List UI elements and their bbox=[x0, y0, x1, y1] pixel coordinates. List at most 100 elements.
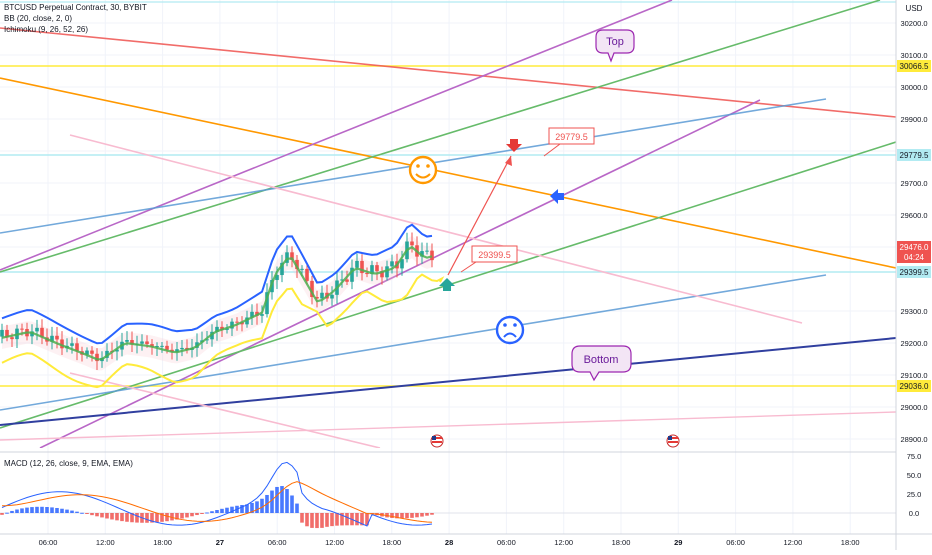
ichimoku-indicator-legend[interactable]: Ichimoku (9, 26, 52, 26) bbox=[4, 25, 89, 34]
callout-29779[interactable]: 29779.5 bbox=[543, 127, 595, 157]
macd-bar bbox=[175, 513, 179, 520]
macd-bar bbox=[105, 513, 109, 519]
time-tick-label: 06:00 bbox=[39, 538, 58, 547]
arrow-up-marker[interactable] bbox=[439, 278, 455, 291]
macd-bar bbox=[210, 511, 214, 513]
candle bbox=[355, 253, 359, 277]
macd-bar bbox=[300, 513, 304, 523]
callout-top[interactable]: Top bbox=[595, 29, 635, 63]
macd-bar bbox=[35, 506, 39, 513]
time-axis-ticks[interactable]: 06:00 12:00 18:00 27 06:00 12:00 18:00 28 06:00 1… bbox=[39, 538, 860, 547]
macd-bar bbox=[320, 513, 324, 528]
macd-bar bbox=[395, 513, 399, 519]
pink-trendline-upper[interactable] bbox=[69, 134, 803, 324]
us-flag-icon[interactable] bbox=[430, 434, 444, 448]
candle bbox=[75, 337, 79, 361]
macd-bar bbox=[280, 486, 284, 513]
price-badge-30066: 30066.5 bbox=[897, 60, 931, 72]
arrow-down-marker[interactable] bbox=[506, 139, 522, 152]
candle bbox=[290, 246, 294, 268]
candle bbox=[40, 319, 44, 345]
macd-bar bbox=[285, 489, 289, 513]
sad-face-icon[interactable] bbox=[495, 315, 525, 345]
macd-bar bbox=[50, 507, 54, 513]
arrow-left-marker[interactable] bbox=[550, 189, 564, 204]
price-tick-label: 30100.0 bbox=[900, 51, 927, 60]
candle bbox=[405, 232, 409, 263]
callout-29779-text: 29779.5 bbox=[555, 132, 588, 142]
macd-pane[interactable] bbox=[0, 461, 896, 529]
macd-tick-label: 25.0 bbox=[907, 490, 922, 499]
candle bbox=[250, 304, 254, 325]
macd-bar bbox=[80, 512, 84, 514]
macd-histogram bbox=[0, 486, 434, 529]
macd-line bbox=[1, 461, 433, 527]
macd-bar bbox=[120, 513, 124, 522]
macd-bar bbox=[335, 513, 339, 526]
macd-bar bbox=[230, 506, 234, 513]
macd-bar bbox=[145, 513, 149, 523]
candle bbox=[85, 347, 89, 359]
forecast-arrow-line[interactable] bbox=[447, 155, 512, 276]
symbol-title[interactable]: BTCUSD Perpetual Contract, 30, BYBIT bbox=[4, 3, 147, 12]
macd-bar bbox=[220, 508, 224, 513]
macd-indicator-legend[interactable]: MACD (12, 26, close, 9, EMA, EMA) bbox=[4, 459, 133, 468]
time-tick-label: 12:00 bbox=[96, 538, 115, 547]
macd-bar bbox=[70, 510, 74, 513]
time-tick-label: 18:00 bbox=[612, 538, 631, 547]
candle bbox=[140, 334, 144, 351]
time-tick-label: 27 bbox=[216, 538, 224, 547]
candle bbox=[5, 324, 9, 342]
svg-text:30066.5: 30066.5 bbox=[900, 62, 929, 71]
candle bbox=[370, 260, 374, 282]
bb-indicator-legend[interactable]: BB (20, close, 2, 0) bbox=[4, 14, 73, 23]
navy-trendline[interactable] bbox=[0, 337, 896, 426]
candle bbox=[360, 254, 364, 281]
time-tick-label: 18:00 bbox=[153, 538, 172, 547]
time-tick-label: 12:00 bbox=[784, 538, 803, 547]
callout-top-text: Top bbox=[606, 36, 624, 48]
macd-bar bbox=[250, 502, 254, 513]
pink-trendline-bottom[interactable] bbox=[0, 411, 896, 441]
svg-text:04:24: 04:24 bbox=[904, 253, 925, 262]
macd-bar bbox=[15, 509, 19, 513]
macd-bar bbox=[125, 513, 129, 522]
candle bbox=[425, 242, 429, 255]
forecast-annotations bbox=[439, 139, 564, 291]
macd-bar bbox=[170, 513, 174, 521]
callout-bottom[interactable]: Bottom bbox=[571, 345, 632, 382]
forecast-arrow-head bbox=[505, 156, 512, 166]
macd-bar bbox=[215, 509, 219, 513]
pink-trendline-lower[interactable] bbox=[69, 372, 381, 448]
macd-bar bbox=[295, 503, 299, 513]
macd-bar bbox=[225, 507, 229, 513]
candle bbox=[70, 336, 74, 354]
time-tick-label: 18:00 bbox=[382, 538, 401, 547]
price-tick-label: 30000.0 bbox=[900, 83, 927, 92]
callout-29399[interactable]: 29399.5 bbox=[460, 245, 518, 273]
macd-bar bbox=[190, 513, 194, 517]
happy-face-icon[interactable] bbox=[408, 155, 438, 185]
purple-channel-upper[interactable] bbox=[0, 0, 673, 271]
currency-label: USD bbox=[906, 4, 923, 13]
orange-trendline[interactable] bbox=[0, 77, 896, 269]
candle bbox=[430, 243, 434, 268]
purple-channel-lower[interactable] bbox=[39, 99, 761, 448]
price-tick-label: 29700.0 bbox=[900, 179, 927, 188]
us-flag-icon[interactable] bbox=[666, 434, 680, 448]
red-trendline[interactable] bbox=[0, 27, 896, 118]
blue-trendline-lower[interactable] bbox=[0, 274, 827, 411]
macd-bar bbox=[430, 513, 434, 515]
price-tick-label: 29300.0 bbox=[900, 307, 927, 316]
macd-bar bbox=[290, 495, 294, 513]
green-channel-upper[interactable] bbox=[0, 0, 881, 273]
macd-bar bbox=[185, 513, 189, 518]
candle bbox=[375, 261, 379, 281]
macd-bar bbox=[360, 513, 364, 526]
candle bbox=[160, 342, 164, 353]
callout-29399-text: 29399.5 bbox=[478, 250, 511, 260]
candle bbox=[280, 254, 284, 283]
time-tick-label: 06:00 bbox=[726, 538, 745, 547]
